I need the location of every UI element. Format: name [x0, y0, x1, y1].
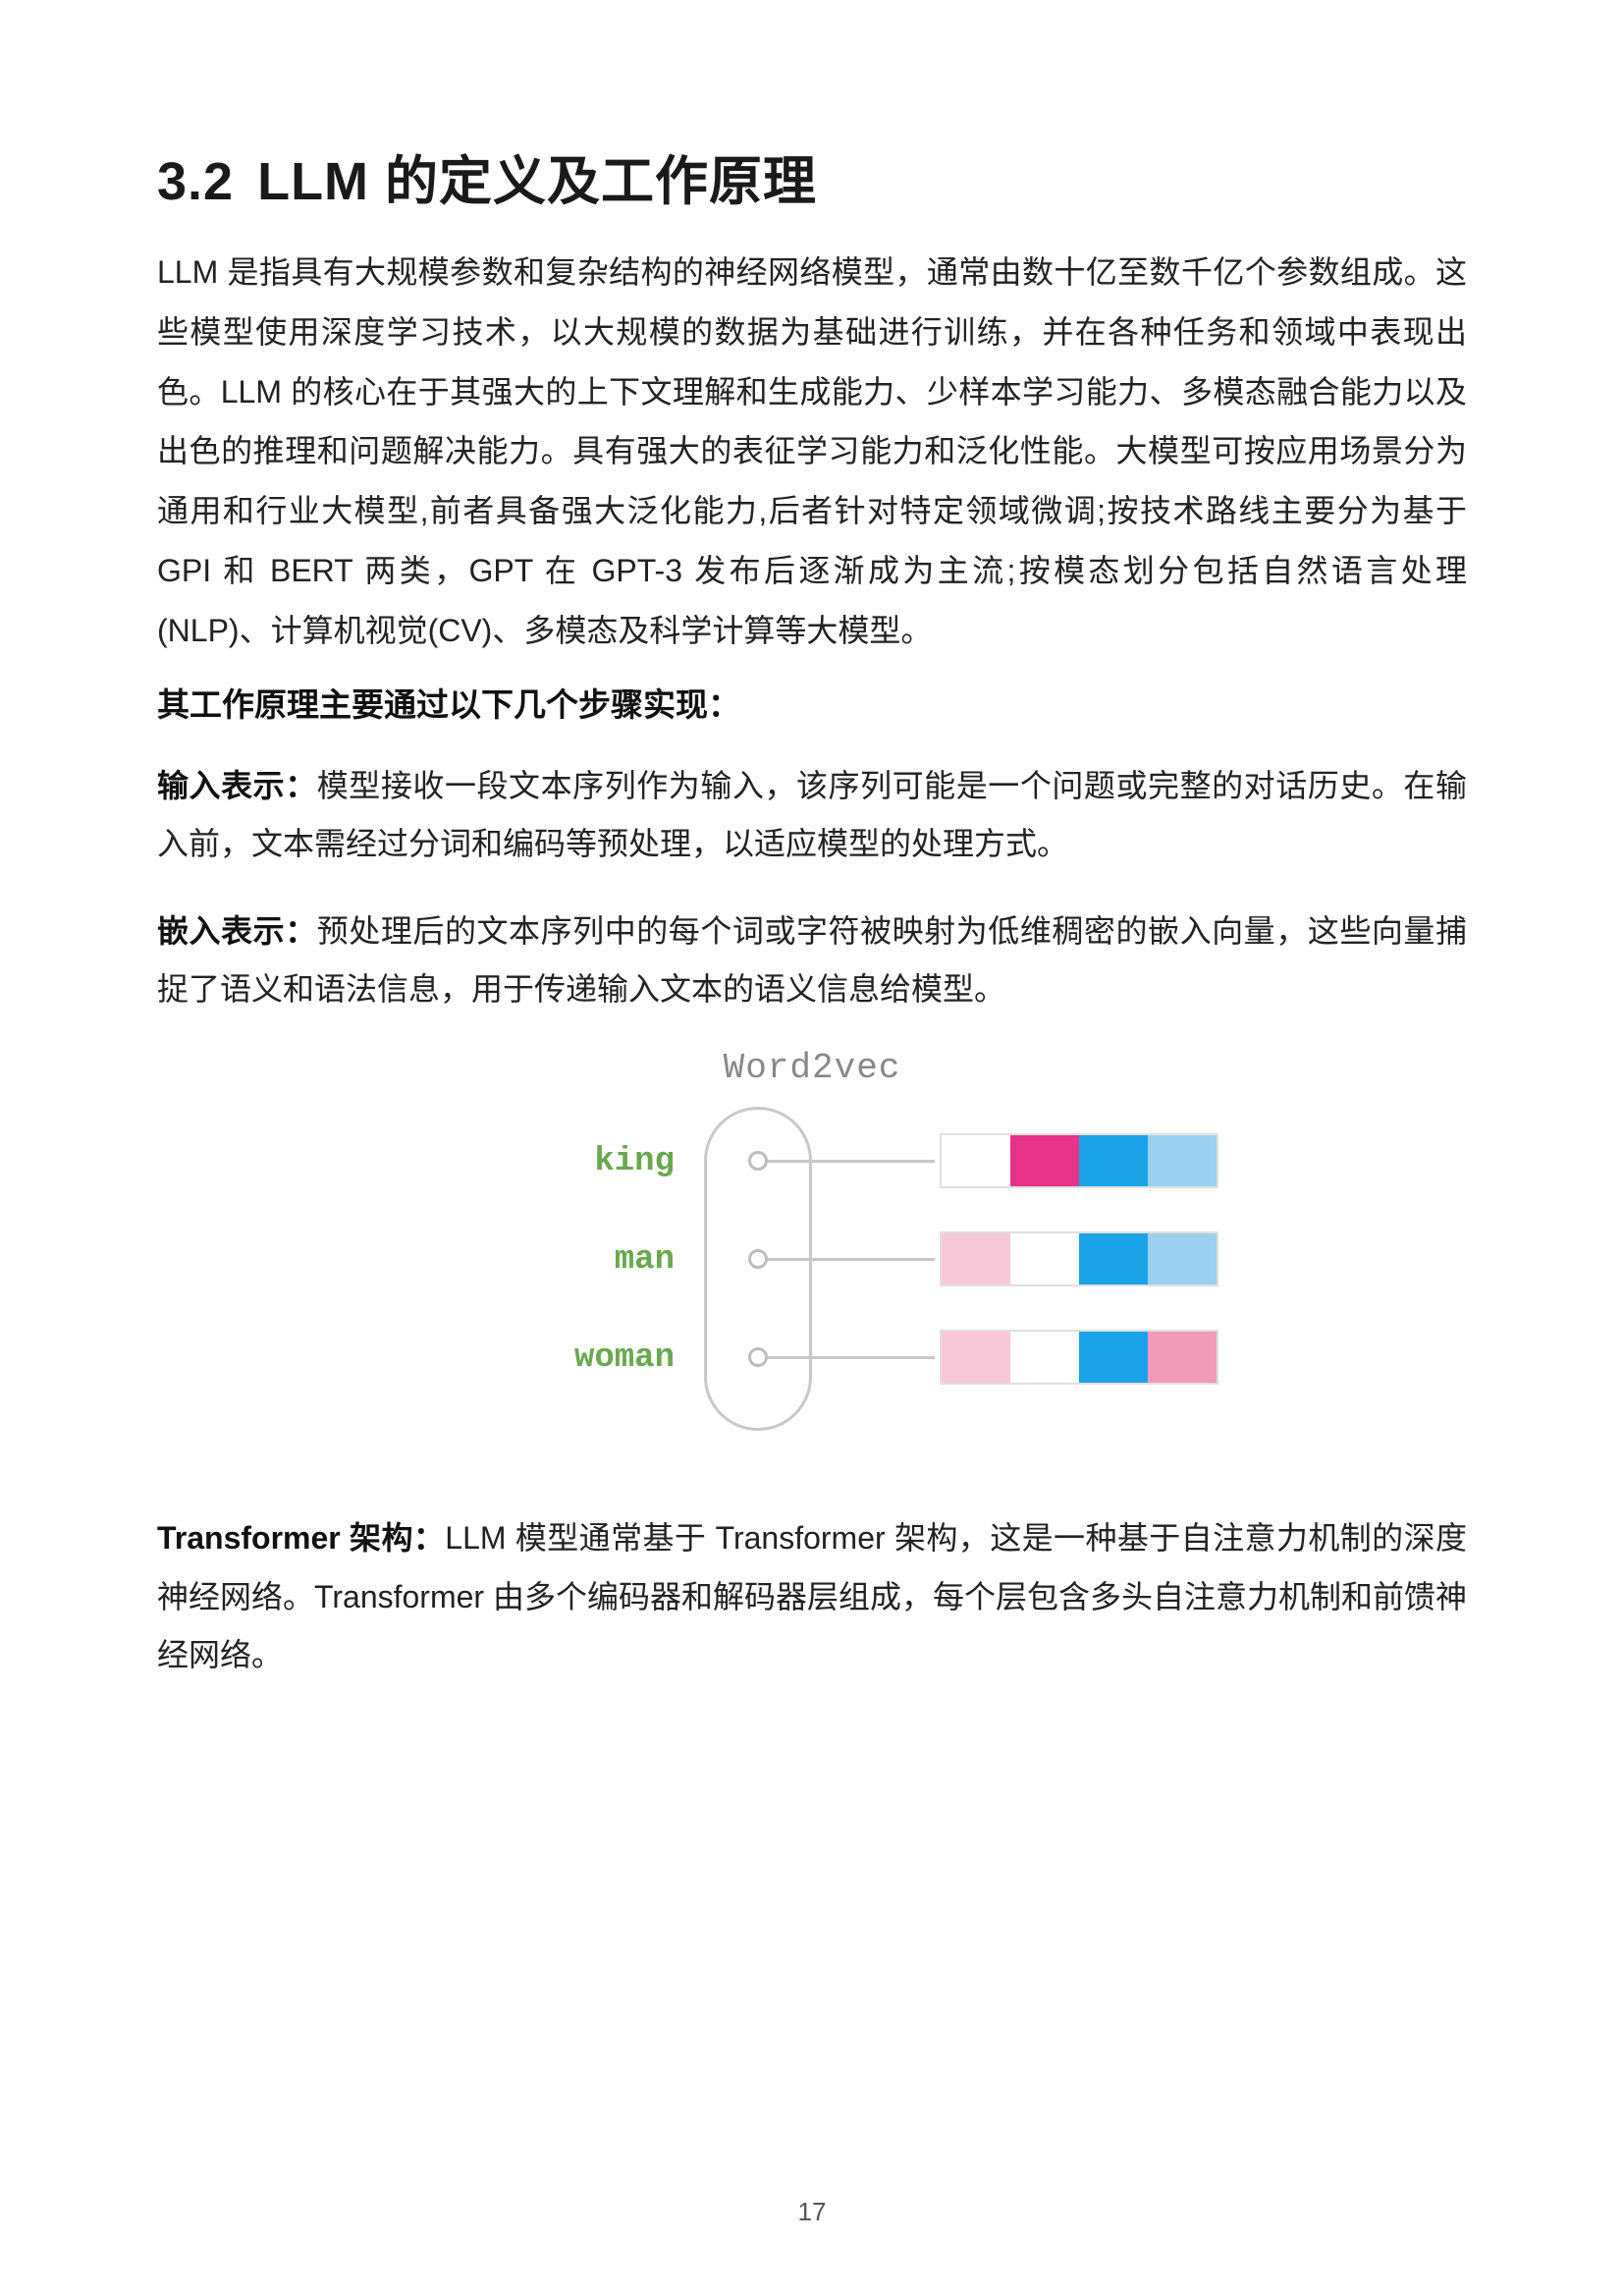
connector-man [768, 1258, 935, 1261]
connector-king [768, 1160, 935, 1163]
vector-man [940, 1231, 1218, 1286]
vector-cell [1010, 1332, 1079, 1383]
step-transformer: Transformer 架构：LLM 模型通常基于 Transformer 架构… [157, 1509, 1467, 1684]
row-label-woman: woman [478, 1339, 675, 1377]
step-input: 输入表示：模型接收一段文本序列作为输入，该序列可能是一个问题或完整的对话历史。在… [157, 757, 1467, 873]
word2vec-title: Word2vec [724, 1048, 901, 1088]
step-transformer-label: Transformer 架构： [157, 1520, 445, 1556]
vector-cell [1010, 1135, 1079, 1186]
row-label-man: man [478, 1241, 675, 1279]
step-embed: 嵌入表示：预处理后的文本序列中的每个词或字符被映射为低维稠密的嵌入向量，这些向量… [157, 902, 1467, 1018]
vector-cell [1148, 1135, 1217, 1186]
word2vec-diagram: Word2vec king man woman [157, 1048, 1467, 1460]
vector-cell [1010, 1233, 1079, 1285]
row-label-king: king [478, 1143, 675, 1180]
step-embed-text: 预处理后的文本序列中的每个词或字符被映射为低维稠密的嵌入向量，这些向量捕捉了语义… [157, 913, 1467, 1007]
heading-title: LLM 的定义及工作原理 [257, 152, 817, 211]
vector-cell [1079, 1233, 1148, 1285]
step-embed-label: 嵌入表示： [157, 913, 317, 949]
section-heading: 3.2 LLM 的定义及工作原理 [157, 137, 1467, 215]
page-number: 17 [798, 2197, 827, 2227]
vector-cell [942, 1332, 1010, 1383]
step-input-label: 输入表示： [157, 768, 317, 803]
vector-cell [942, 1135, 1010, 1186]
vector-cell [1148, 1332, 1217, 1383]
heading-number: 3.2 [157, 152, 234, 211]
steps-subheading: 其工作原理主要通过以下几个步骤实现： [157, 679, 1467, 726]
vector-cell [1079, 1135, 1148, 1186]
vector-cell [942, 1233, 1010, 1285]
vector-woman [940, 1330, 1218, 1385]
vector-king [940, 1133, 1218, 1188]
vector-cell [1148, 1233, 1217, 1285]
vector-cell [1079, 1332, 1148, 1383]
intro-paragraph: LLM 是指具有大规模参数和复杂结构的神经网络模型，通常由数十亿至数千亿个参数组… [157, 243, 1467, 661]
connector-woman [768, 1356, 935, 1359]
step-input-text: 模型接收一段文本序列作为输入，该序列可能是一个问题或完整的对话历史。在输入前，文… [157, 768, 1467, 861]
